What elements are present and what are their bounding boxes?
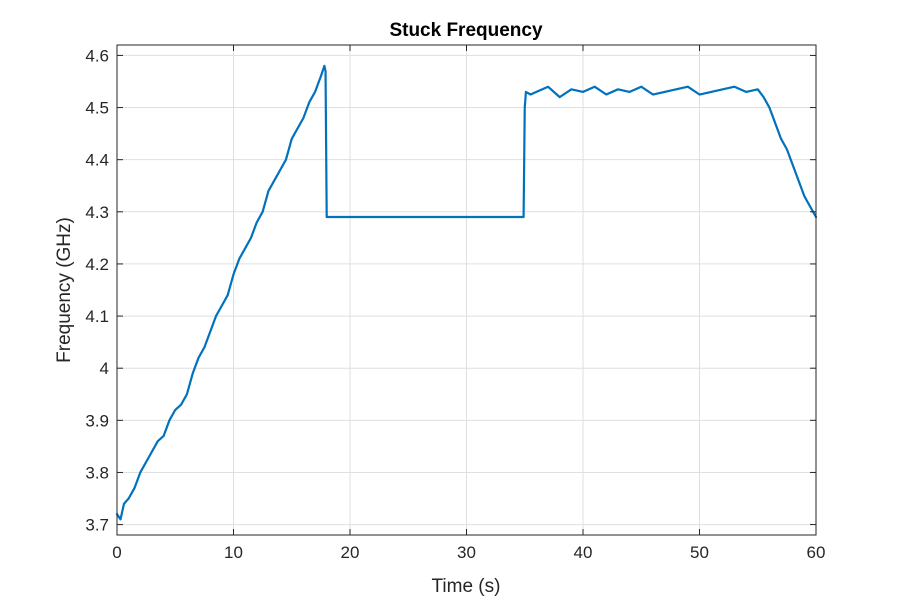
- x-axis-label: Time (s): [432, 576, 501, 597]
- y-tick-label: 4: [100, 359, 109, 378]
- y-tick-label: 4.5: [85, 99, 109, 118]
- x-tick-label: 50: [690, 543, 709, 562]
- y-tick-label: 3.7: [85, 516, 109, 535]
- grid: [116, 45, 817, 535]
- y-tick-label: 3.9: [85, 411, 109, 430]
- x-tick-label: 0: [112, 543, 121, 562]
- y-tick-label: 3.8: [85, 463, 109, 482]
- series-group: [115, 64, 818, 521]
- series-line-0: [115, 64, 818, 521]
- ticks: 0 10 20 30 40 50 60 3.7 3.8 3.9 4 4.1 4.2 4.3 4.4 4.5 4.…: [85, 45, 825, 562]
- y-tick-label: 4.1: [85, 307, 109, 326]
- x-tick-label: 60: [807, 543, 826, 562]
- x-tick-label: 30: [457, 543, 476, 562]
- x-tick-label: 40: [574, 543, 593, 562]
- y-tick-label: 4.4: [85, 151, 109, 170]
- y-tick-label: 4.6: [85, 46, 109, 65]
- y-tick-label: 4.2: [85, 255, 109, 274]
- y-tick-label: 4.3: [85, 203, 109, 222]
- x-tick-label: 10: [224, 543, 243, 562]
- y-axis-label: Frequency (GHz): [54, 217, 75, 363]
- chart-title: Stuck Frequency: [389, 20, 543, 41]
- x-tick-label: 20: [341, 543, 360, 562]
